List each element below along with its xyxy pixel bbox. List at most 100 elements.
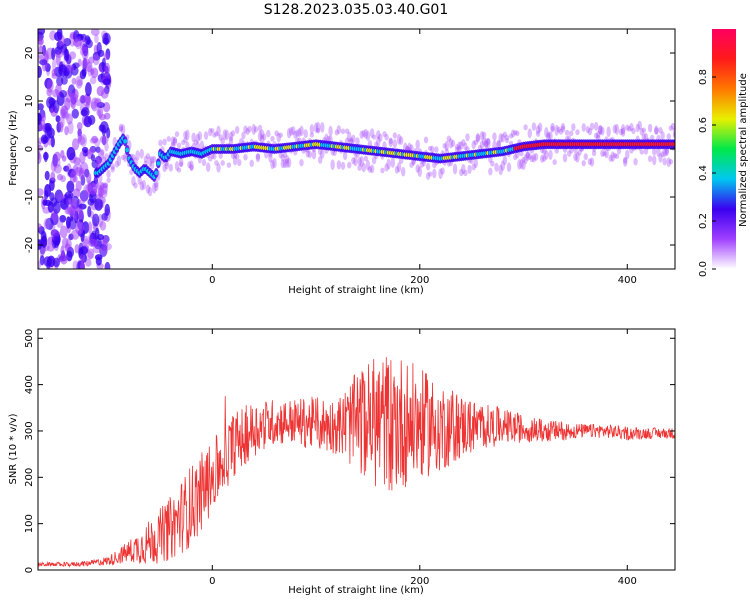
spectrogram-halo-cell [328,135,333,143]
spectrogram-halo-cell [459,168,464,177]
spectrogram-halo-cell [340,128,346,135]
spectrogram-noise-cell [87,205,92,218]
spectrogram-halo-cell [110,163,115,171]
spectrogram-peak-cell [125,147,130,153]
spectrogram-halo-cell [492,132,497,141]
spectrogram-halo-cell [438,168,443,180]
spectrogram-noise-cell [38,223,42,231]
spectrogram-noise-cell [56,173,64,181]
spectrogram-noise-cell [79,95,87,104]
spectrogram-halo-cell [504,137,510,144]
spectrogram-halo-cell [540,154,545,163]
spectrogram-halo-cell [139,181,144,191]
spectrogram-halo-cell [118,125,124,133]
spectrogram-halo-cell [195,133,200,143]
spectrogram-halo-cell [137,176,142,185]
spectrogram-noise-cell [104,261,111,269]
spectrogram-noise-cell [56,29,63,40]
spectrogram-noise-cell [59,225,68,239]
spectrogram-noise-cell [58,121,64,133]
spectrogram-halo-cell [452,163,458,175]
spectrogram-halo-cell [479,140,485,150]
spectrogram-noise-cell [52,100,60,114]
spectrogram-halo-cell [143,155,149,163]
spectrogram-noise-cell [90,29,100,36]
spectrogram-halo-cell [245,127,250,135]
spectrogram-noise-cell [72,188,81,199]
x-tick-label: 200 [410,275,429,286]
spectrogram-halo-cell [583,153,588,161]
spectrogram-noise-cell [94,198,103,211]
spectrogram-halo-cell [178,161,184,168]
spectrogram-halo-cell [519,150,524,157]
spectrogram-noise-cell [79,261,86,269]
spectrogram-halo-cell [216,125,221,137]
spectrogram-noise-cell [60,245,65,257]
spectrogram-noise-cell [70,66,79,76]
spectrogram-halo-cell [147,186,153,197]
spectrogram-halo-cell [100,182,105,191]
spectrogram-halo-cell [475,134,481,143]
spectrogram-halo-cell [307,150,313,159]
spectrogram-noise-cell [42,136,49,143]
y-tick-label: 300 [24,421,35,440]
colorbar-tick-label: 0.8 [698,69,709,85]
spectrogram-halo-cell [506,162,512,173]
spectrogram-noise-cell [66,246,75,258]
spectrogram-halo-cell [365,159,371,171]
spectrogram-halo-cell [286,128,292,139]
spectrogram-halo-cell [365,130,371,141]
figure-title: S128.2023.035.03.40.G01 [264,2,449,18]
spectrogram-halo-cell [564,129,570,136]
spectrogram-halo-cell [347,131,352,143]
spectrogram-noise-cell [96,101,105,109]
spectrogram-halo-cell [550,125,555,133]
spectrogram-halo-cell [255,153,261,163]
y-tick-label: -20 [24,237,35,253]
spectrogram-noise-cell [102,247,107,255]
spectrogram-noise-cell [61,111,70,120]
spectrogram-halo-cell [569,147,574,154]
spectrogram-noise-cell [65,237,72,252]
spectrogram-noise-cell [79,254,85,264]
spectrogram-halo-cell [521,160,526,170]
spectrogram-halo-cell [164,161,169,170]
spectrogram-halo-cell [349,138,354,145]
spectrogram-noise-cell [78,167,85,180]
spectrogram-halo-cell [384,133,389,141]
spectrogram-noise-cell [38,144,44,152]
spectrogram-halo-cell [357,157,362,166]
spectrogram-halo-cell [633,157,638,166]
spectrogram-halo-cell [409,161,414,168]
snr-panel: 0 200 400 0 100 200 300 400 500 Height of strai… [8,328,676,596]
spectrogram-halo-cell [566,150,572,157]
spectrogram-noise-cell [69,95,75,107]
spectrogram-halo-cell [577,149,582,156]
spectrogram-halo-cell [479,131,485,141]
spectrogram-noise-cell [92,51,101,61]
spectrogram-halo-cell [166,136,171,142]
spectrogram-halo-cell [369,164,375,174]
spectrogram-halo-cell [652,148,657,156]
spectrogram-noise-cell [101,124,107,137]
spectrogram-halo-cell [672,132,675,139]
spectrogram-noise-cell [94,34,99,44]
spectrogram-halo-cell [604,148,609,159]
spectrogram-noise-cell [86,172,92,184]
spectrogram-halo-cell [151,182,157,194]
x-tick-label: 0 [209,275,215,286]
spectrogram-halo-cell [660,151,665,158]
spectrogram-halo-cell [100,149,105,156]
spectrogram-noise-cell [43,151,48,163]
spectrogram-halo-cell [224,129,230,141]
spectrogram-halo-cell [374,141,379,148]
spectrogram-noise-cell [87,248,95,260]
spectrogram-halo-cell [249,159,254,168]
spectrogram-halo-cell [145,153,151,160]
spectrogram-halo-cell [504,134,510,141]
spectrogram-halo-cell [666,157,671,168]
spectrogram-noise-cell [49,192,55,202]
spectrogram-halo-cell [454,144,460,150]
spectrogram-halo-cell [415,139,420,150]
